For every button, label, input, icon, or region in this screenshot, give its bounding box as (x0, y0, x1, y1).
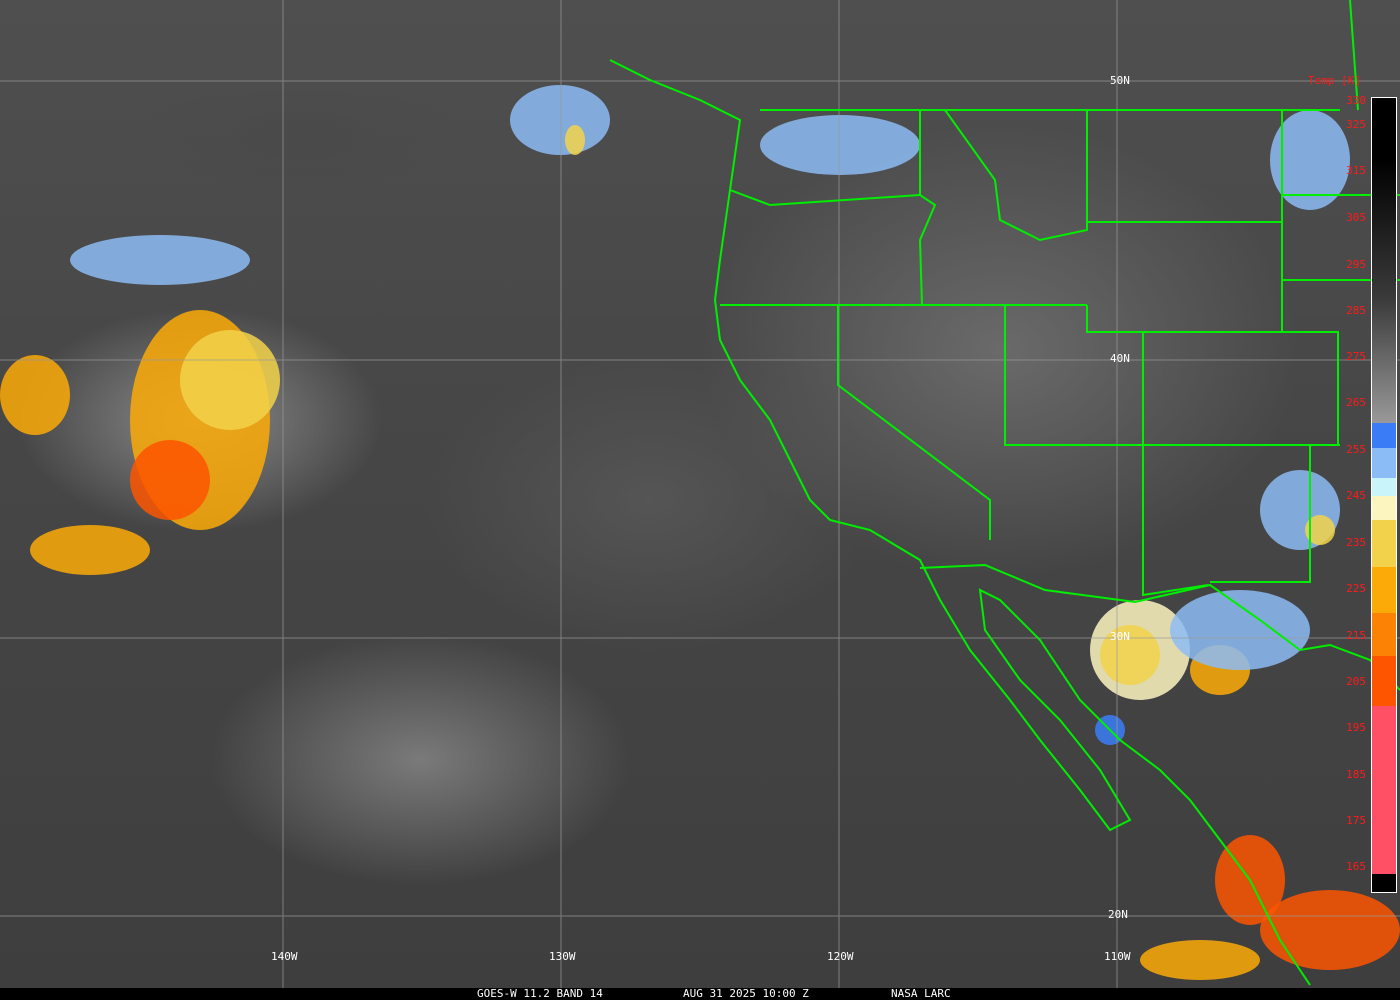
state-border-montana (944, 109, 1088, 242)
colorbar-tick-label: 295 (1346, 258, 1366, 271)
state-border-north (1349, 0, 1359, 111)
colorbar-tick-label: 175 (1346, 814, 1366, 827)
cloud-top (130, 440, 210, 520)
source-label: NASA LARC (891, 987, 951, 1000)
lon-label-120w: 120W (827, 950, 854, 963)
west-coastline (609, 59, 1311, 986)
colorbar-tick-label: 195 (1346, 721, 1366, 734)
state-border-nebraska (1282, 331, 1339, 445)
cloud-top (1170, 590, 1310, 670)
state-border-texas (1210, 445, 1311, 583)
colorbar-tick-label: 285 (1346, 304, 1366, 317)
colorbar-tick-label: 315 (1346, 164, 1366, 177)
cloud-top (0, 355, 70, 435)
lat-label-30n: 30N (1110, 630, 1130, 643)
lat-label-50n: 50N (1110, 74, 1130, 87)
colorbar-tick-label: 325 (1346, 118, 1366, 131)
colorbar-title: Temp [K] (1308, 74, 1361, 87)
cloud-top (180, 330, 280, 430)
lon-label-110w: 110W (1104, 950, 1131, 963)
colorbar-tick-label: 255 (1346, 443, 1366, 456)
cloud-top (1260, 890, 1400, 970)
cloud-top (1270, 110, 1350, 210)
lon-label-130w: 130W (549, 950, 576, 963)
footer-bar: GOES-W 11.2 BAND 14 AUG 31 2025 10:00 Z … (0, 988, 1400, 1000)
colorbar-tick-label: 330 (1346, 94, 1366, 107)
colorbar-tick-label: 165 (1346, 860, 1366, 873)
colorbar-tick-label: 215 (1346, 629, 1366, 642)
colorbar-tick-label: 185 (1346, 768, 1366, 781)
state-border-idaho (918, 110, 937, 306)
state-border-wa-or (729, 189, 921, 207)
state-border-co-nm (1142, 332, 1209, 597)
colorbar-tick-label: 205 (1346, 675, 1366, 688)
cloud-top (1305, 515, 1335, 545)
cloud-top (760, 115, 920, 175)
datetime-label: AUG 31 2025 10:00 Z (683, 987, 809, 1000)
state-border-nv-ut-az (1004, 305, 1340, 446)
cloud-top (1100, 625, 1160, 685)
cloud-top (1140, 940, 1260, 980)
satellite-band-label: GOES-W 11.2 BAND 14 (477, 987, 603, 1000)
cloud-top (510, 85, 610, 155)
temperature-colorbar (1371, 97, 1397, 893)
lat-label-40n: 40N (1110, 352, 1130, 365)
colorbar-tick-label: 265 (1346, 396, 1366, 409)
colorbar-tick-label: 245 (1346, 489, 1366, 502)
cloud-top (565, 125, 585, 155)
state-border-wyoming (1086, 221, 1283, 333)
colorbar-tick-label: 235 (1346, 536, 1366, 549)
cloud-top (70, 235, 250, 285)
colorbar-tick-label: 305 (1346, 211, 1366, 224)
lat-label-20n: 20N (1108, 908, 1128, 921)
state-border-east (1281, 110, 1400, 281)
us-mexico-border (919, 563, 1400, 691)
lon-label-140w: 140W (271, 950, 298, 963)
cloud-top (30, 525, 150, 575)
state-border-ca-nv (837, 305, 991, 540)
colorbar-tick-label: 275 (1346, 350, 1366, 363)
colorbar-tick-label: 225 (1346, 582, 1366, 595)
